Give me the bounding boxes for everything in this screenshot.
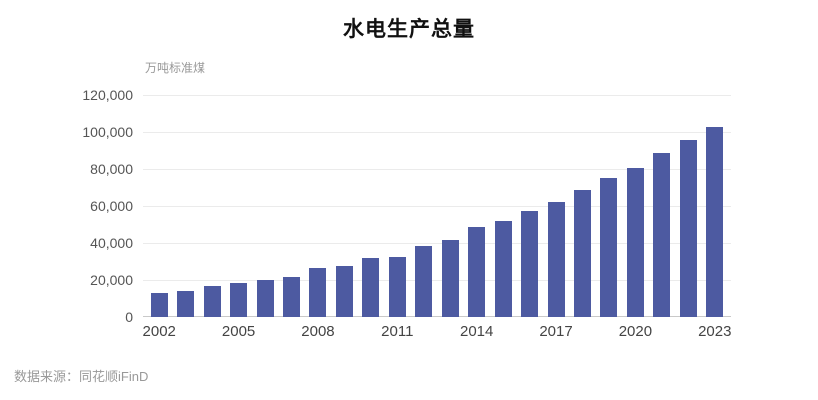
bar-2010: [362, 257, 380, 317]
bar-2013: [441, 240, 459, 317]
y-tick-label-20000: 20,000: [90, 272, 133, 288]
bar-2023: [706, 127, 724, 317]
x-tick-label-2002: 2002: [142, 323, 176, 340]
bar-2002: [150, 293, 168, 317]
bar-2020: [626, 168, 644, 317]
gridline-80000: [143, 168, 731, 170]
bar-2009: [335, 265, 353, 317]
x-tick-label-2011: 2011: [381, 323, 414, 340]
x-tick-label-2005: 2005: [221, 323, 256, 340]
gridline-120000: [143, 94, 731, 96]
y-axis-unit-label: 万吨标准煤: [145, 61, 206, 75]
bar-2021: [653, 153, 671, 317]
gridline-40000: [143, 242, 731, 244]
bar-2006: [256, 279, 274, 317]
bar-2005: [230, 282, 248, 317]
bar-2015: [494, 220, 512, 317]
bar-2016: [521, 210, 539, 317]
data-source-note: 数据来源：同花顺iFinD: [14, 369, 149, 384]
x-tick-label-2017: 2017: [539, 323, 573, 340]
x-tick-label-2023: 2023: [698, 323, 732, 340]
bar-2012: [415, 245, 433, 317]
bar-2011: [388, 257, 406, 317]
chart-title: 水电生产总量: [343, 18, 475, 41]
bar-2007: [283, 276, 300, 317]
x-axis-line: [143, 316, 731, 317]
y-tick-label-100000: 100,000: [82, 124, 133, 140]
bar-2003: [177, 291, 195, 317]
bar-2019: [600, 178, 618, 317]
x-tick-label-2020: 2020: [618, 323, 653, 340]
bar-2018: [574, 189, 591, 317]
gridline-100000: [143, 131, 731, 133]
bar-2004: [203, 286, 221, 317]
x-tick-label-2014: 2014: [459, 323, 494, 340]
bar-2017: [547, 201, 565, 317]
gridline-60000: [143, 205, 731, 207]
y-tick-label-80000: 80,000: [90, 161, 133, 177]
plot-area: [143, 94, 731, 317]
bar-2022: [679, 139, 697, 317]
y-tick-label-0: 0: [125, 309, 133, 325]
gridline-20000: [143, 279, 731, 281]
bar-2008: [309, 268, 327, 317]
x-tick-label-2008: 2008: [301, 323, 335, 340]
bar-2014: [468, 227, 486, 317]
y-tick-label-40000: 40,000: [90, 235, 133, 251]
y-tick-label-120000: 120,000: [82, 87, 133, 103]
y-tick-label-60000: 60,000: [90, 198, 133, 214]
